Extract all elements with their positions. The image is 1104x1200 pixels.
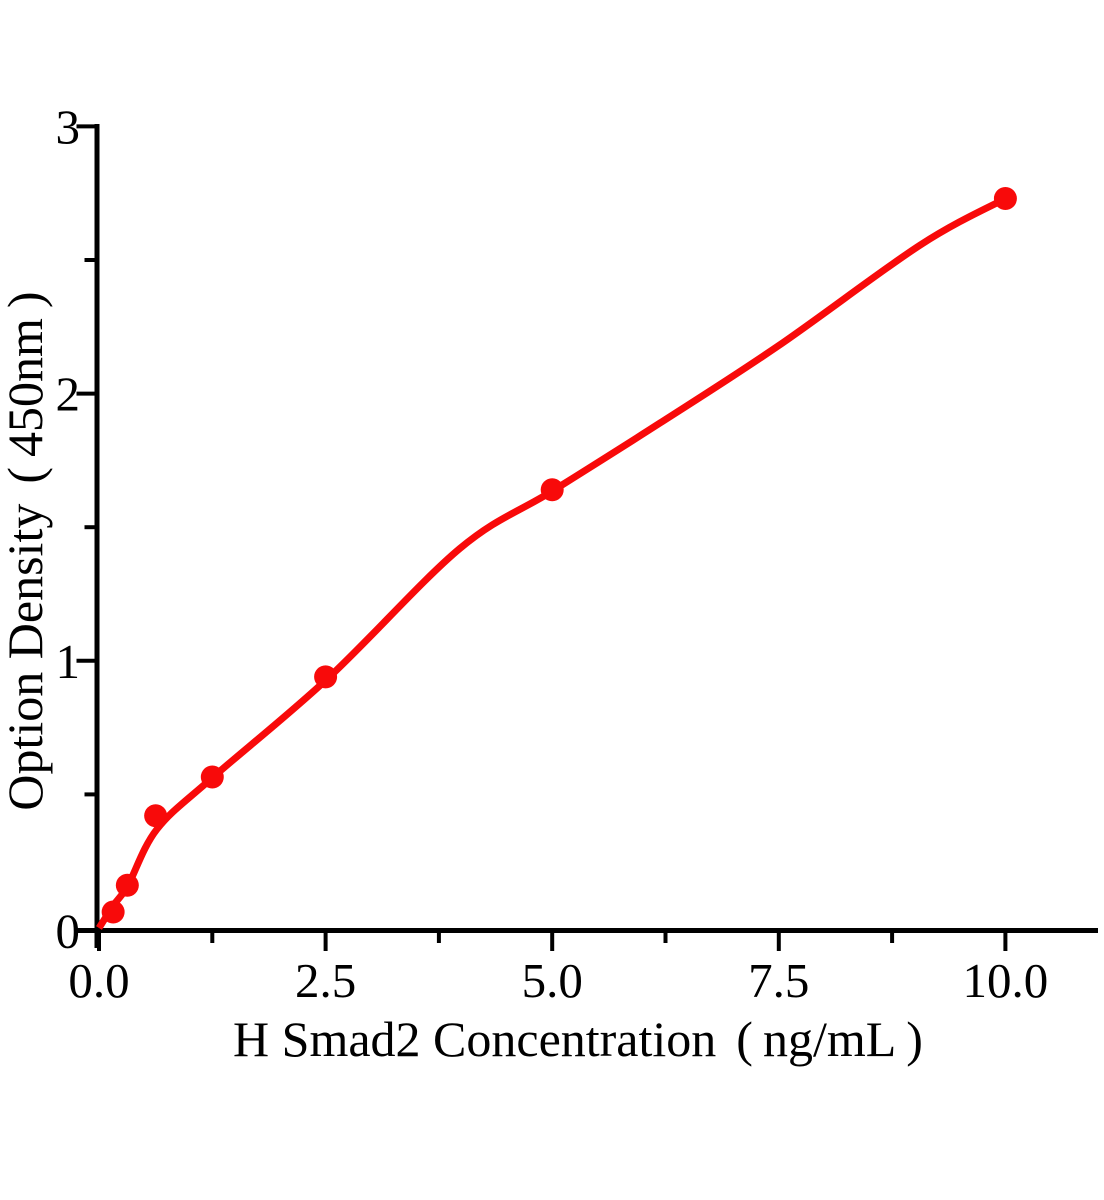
- x-axis-title: H Smad2 Concentration ( ng/mL ): [233, 1011, 943, 1067]
- y-tick-label: 2: [56, 367, 81, 422]
- x-tick-label: 0.0: [68, 953, 129, 1008]
- data-point: [200, 765, 224, 789]
- series: [96, 187, 1017, 930]
- y-tick-label: 0: [56, 904, 81, 959]
- x-tick-label: 7.5: [748, 953, 809, 1008]
- data-point: [115, 873, 139, 897]
- x-tick-label: 10.0: [963, 953, 1049, 1008]
- data-point: [993, 187, 1017, 211]
- tick-labels: 0.0 2.5 5.0 7.5 10.0 0 1 2 3: [56, 99, 1049, 1008]
- fit-curve: [96, 195, 1008, 930]
- data-point: [314, 665, 338, 689]
- data-point: [144, 804, 168, 828]
- data-point: [540, 478, 564, 502]
- y-tick-label: 1: [56, 634, 81, 689]
- y-tick-label: 3: [56, 99, 81, 154]
- x-tick-label: 5.0: [522, 953, 583, 1008]
- data-point: [101, 900, 125, 924]
- axes: [76, 124, 1098, 951]
- y-axis-title: Option Density ( 450nm ): [0, 271, 53, 810]
- x-tick-label: 2.5: [295, 953, 356, 1008]
